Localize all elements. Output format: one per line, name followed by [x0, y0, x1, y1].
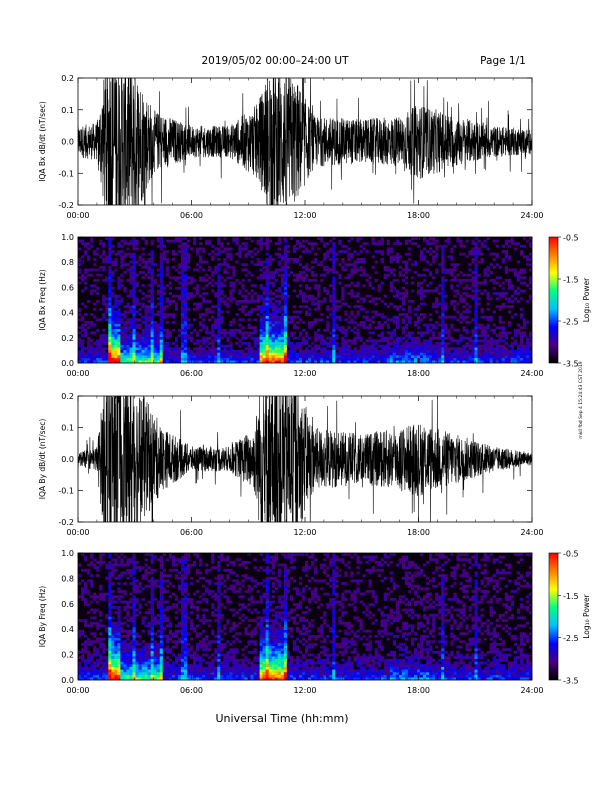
- y-tick-label: 0.6: [61, 283, 74, 292]
- x-tick-label: 12:00: [293, 369, 316, 378]
- x-tick-label: 00:00: [66, 369, 89, 378]
- x-tick-label: 00:00: [66, 686, 89, 695]
- panel-3: 00:00 06:00 12:00 18:00 24:00 0.2 0.1 0.0 -0.1 -0…: [38, 392, 544, 537]
- x-tick-label: 24:00: [520, 528, 543, 537]
- date-range-title: 2019/05/02 00:00–24:00 UT: [201, 55, 349, 67]
- y-axis-title: IQA Bx dB/dt (nT/sec): [38, 101, 47, 182]
- y-tick-label: 0.2: [61, 334, 74, 343]
- y-tick-label: -0.1: [58, 169, 74, 178]
- y-tick-label: 1.0: [61, 549, 74, 558]
- colorbar: [548, 552, 559, 681]
- colorbar-tick-label: -3.5: [563, 677, 579, 686]
- x-tick-label: 00:00: [66, 211, 89, 220]
- x-tick-label: 06:00: [180, 211, 203, 220]
- panel-1: 00:00 06:00 12:00 18:00 24:00 0.2 0.1 0.0 -0.1 -0…: [38, 74, 544, 220]
- x-tick-label: 00:00: [66, 528, 89, 537]
- x-tick-label: 06:00: [180, 369, 203, 378]
- y-axis-title: IQA By Freq (Hz): [38, 586, 47, 648]
- colorbar-tick-label: -0.5: [563, 234, 579, 243]
- trace-series-3: [78, 396, 532, 522]
- y-tick-label: 0.4: [61, 309, 74, 318]
- colorbar: [548, 236, 559, 364]
- x-tick-label: 18:00: [407, 369, 430, 378]
- x-tick-label: 18:00: [407, 686, 430, 695]
- x-tick-label: 24:00: [520, 369, 543, 378]
- colorbar-title: Log₁₀ Power: [582, 593, 591, 638]
- y-tick-label: 0.1: [61, 106, 74, 115]
- y-tick-label: 0.8: [61, 574, 74, 583]
- x-tick-label: 12:00: [293, 686, 316, 695]
- x-tick-label: 24:00: [520, 211, 543, 220]
- x-axis-title: Universal Time (hh:mm): [216, 712, 349, 725]
- y-tick-label: -0.2: [58, 201, 74, 210]
- colorbar-tick-label: -1.5: [563, 592, 579, 601]
- colorbar-tick-label: -0.5: [563, 550, 579, 559]
- y-tick-label: 0.2: [61, 392, 74, 401]
- colorbar-tick-label: -1.5: [563, 276, 579, 285]
- y-tick-label: 0.1: [61, 424, 74, 433]
- x-tick-label: 06:00: [180, 528, 203, 537]
- trace-series-1: [78, 78, 532, 205]
- y-axis-title: IQA Bx Freq (Hz): [38, 269, 47, 331]
- y-tick-label: -0.1: [58, 487, 74, 496]
- x-tick-label: 12:00: [293, 211, 316, 220]
- spectrogram-cells: [78, 553, 533, 681]
- y-axis-title: IQA By dB/dt (nT/sec): [38, 419, 47, 500]
- y-tick-label: -0.2: [58, 518, 74, 527]
- y-tick-label: 0.4: [61, 625, 74, 634]
- colorbar-tick-label: -2.5: [563, 318, 579, 327]
- y-tick-label: 0.0: [61, 455, 74, 464]
- side-timestamp-note: mkll fbd Sep 4 15:24:43 CST 2019: [578, 361, 584, 438]
- y-tick-label: 0.0: [61, 138, 74, 147]
- panel-2: -0.5 -1.5 -2.5 -3.5 Log₁₀ Power 00:00 06:00 12:…: [38, 233, 591, 378]
- colorbar-tick-label: -2.5: [563, 634, 579, 643]
- x-tick-label: 12:00: [293, 528, 316, 537]
- x-tick-label: 24:00: [520, 686, 543, 695]
- page-indicator: Page 1/1: [480, 55, 526, 67]
- x-tick-label: 18:00: [407, 211, 430, 220]
- y-tick-label: 0.2: [61, 651, 74, 660]
- x-tick-label: 06:00: [180, 686, 203, 695]
- y-tick-label: 0.8: [61, 258, 74, 267]
- x-tick-label: 18:00: [407, 528, 430, 537]
- y-tick-label: 0.2: [61, 74, 74, 83]
- y-tick-label: 0.0: [61, 359, 74, 368]
- y-tick-label: 1.0: [61, 233, 74, 242]
- colorbar-title: Log₁₀ Power: [582, 277, 591, 322]
- y-tick-label: 0.6: [61, 600, 74, 609]
- colorbar-tick-label: -3.5: [563, 360, 579, 369]
- panel-4: -0.5 -1.5 -2.5 -3.5 Log₁₀ Power 00:00 06:00 12:…: [38, 549, 591, 695]
- y-tick-label: 0.0: [61, 676, 74, 685]
